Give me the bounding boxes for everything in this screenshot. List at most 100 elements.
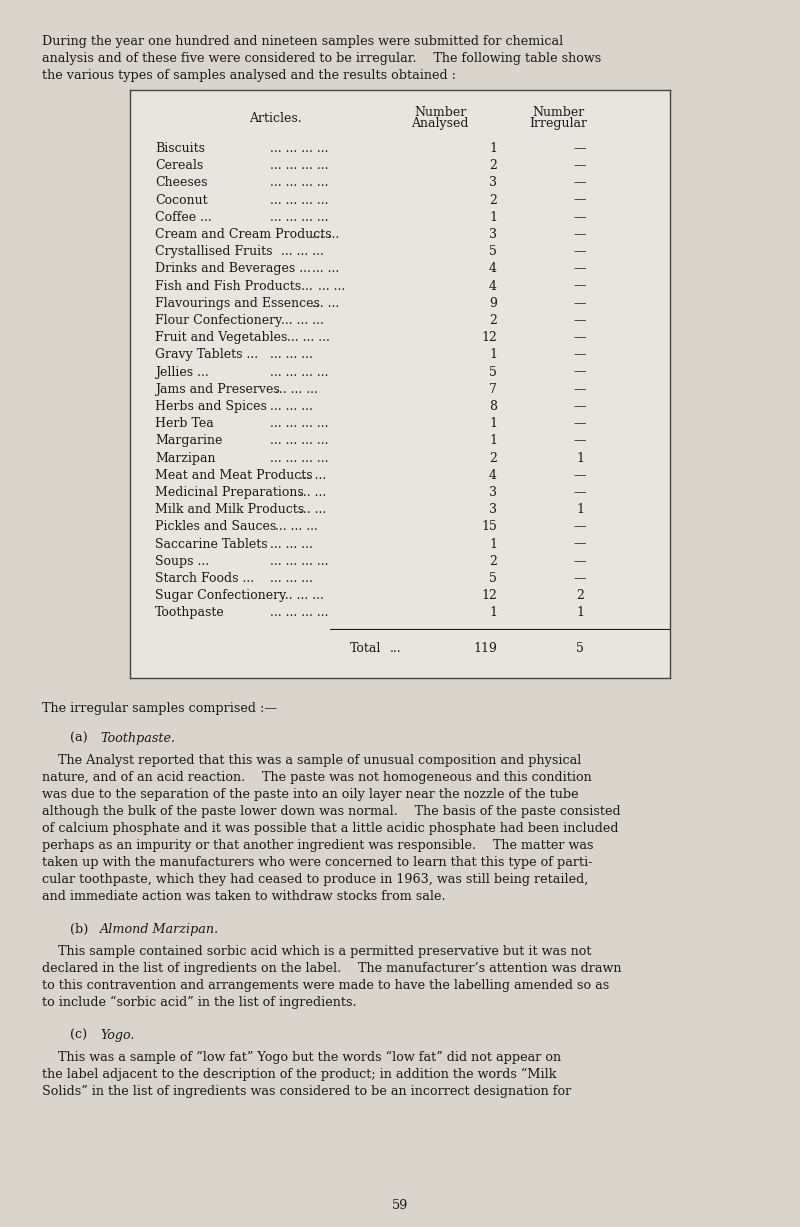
- Text: the label adjacent to the description of the product; in addition the words “Mil: the label adjacent to the description of…: [42, 1067, 557, 1081]
- Text: 3: 3: [489, 503, 497, 517]
- Text: the various types of samples analysed and the results obtained :: the various types of samples analysed an…: [42, 69, 456, 82]
- Text: Cream and Cream Products: Cream and Cream Products: [155, 228, 332, 240]
- Text: —: —: [574, 211, 586, 223]
- Text: —: —: [574, 400, 586, 413]
- Text: This sample contained sorbic acid which is a permitted preservative but it was n: This sample contained sorbic acid which …: [42, 945, 591, 957]
- Text: —: —: [574, 194, 586, 206]
- Text: —: —: [574, 537, 586, 551]
- Text: The Analyst reported that this was a sample of unusual composition and physical: The Analyst reported that this was a sam…: [42, 753, 582, 767]
- Text: Marzipan: Marzipan: [155, 452, 215, 465]
- Text: ... ... ... ...: ... ... ... ...: [270, 452, 329, 465]
- Text: Articles.: Articles.: [249, 112, 302, 125]
- Text: Herb Tea: Herb Tea: [155, 417, 214, 431]
- Text: 1: 1: [489, 417, 497, 431]
- Text: Jams and Preserves: Jams and Preserves: [155, 383, 280, 396]
- Text: ... ... ... ...: ... ... ... ...: [270, 177, 329, 189]
- Text: Flavourings and Essences: Flavourings and Essences: [155, 297, 320, 309]
- Text: 5: 5: [489, 572, 497, 585]
- Text: During the year one hundred and nineteen samples were submitted for chemical: During the year one hundred and nineteen…: [42, 36, 563, 48]
- Text: ... ... ... ...: ... ... ... ...: [270, 160, 329, 172]
- Text: 1: 1: [489, 142, 497, 155]
- Text: 3: 3: [489, 228, 497, 240]
- Text: Total: Total: [350, 642, 382, 654]
- Text: 12: 12: [481, 589, 497, 602]
- Text: Starch Foods ...: Starch Foods ...: [155, 572, 254, 585]
- Text: ... ... ... ...: ... ... ... ...: [270, 417, 329, 431]
- Text: ... ... ...: ... ... ...: [281, 589, 324, 602]
- Text: perhaps as an impurity or that another ingredient was responsible.  The matter w: perhaps as an impurity or that another i…: [42, 838, 594, 852]
- Text: ... ...: ... ...: [312, 263, 339, 275]
- Text: 59: 59: [392, 1199, 408, 1212]
- Text: 2: 2: [489, 452, 497, 465]
- Text: Cheeses: Cheeses: [155, 177, 207, 189]
- Text: ... ...: ... ...: [299, 503, 326, 517]
- Text: ... ...: ... ...: [312, 297, 339, 309]
- Text: 1: 1: [489, 537, 497, 551]
- Text: —: —: [574, 331, 586, 345]
- Text: ... ... ... ...: ... ... ... ...: [270, 606, 329, 620]
- Text: Solids” in the list of ingredients was considered to be an incorrect designation: Solids” in the list of ingredients was c…: [42, 1085, 571, 1098]
- Text: 1: 1: [489, 211, 497, 223]
- Text: Medicinal Preparations: Medicinal Preparations: [155, 486, 304, 499]
- Text: Number: Number: [414, 106, 466, 119]
- Text: 5: 5: [576, 642, 584, 654]
- Text: ... ... ...: ... ... ...: [270, 348, 313, 362]
- Text: 7: 7: [489, 383, 497, 396]
- Text: —: —: [574, 142, 586, 155]
- Text: Almond Marzipan.: Almond Marzipan.: [100, 923, 219, 936]
- Text: ... ... ... ...: ... ... ... ...: [270, 366, 329, 379]
- Text: 1: 1: [489, 348, 497, 362]
- Text: 2: 2: [576, 589, 584, 602]
- Text: —: —: [574, 520, 586, 534]
- Text: taken up with the manufacturers who were concerned to learn that this type of pa: taken up with the manufacturers who were…: [42, 855, 593, 869]
- Text: 15: 15: [481, 520, 497, 534]
- Text: Pickles and Sauces: Pickles and Sauces: [155, 520, 276, 534]
- Text: 119: 119: [473, 642, 497, 654]
- Text: 3: 3: [489, 486, 497, 499]
- Text: Milk and Milk Products: Milk and Milk Products: [155, 503, 304, 517]
- Text: Gravy Tablets ...: Gravy Tablets ...: [155, 348, 258, 362]
- Text: although the bulk of the paste lower down was normal.  The basis of the paste co: although the bulk of the paste lower dow…: [42, 805, 621, 817]
- Text: 2: 2: [489, 160, 497, 172]
- Text: (c): (c): [70, 1028, 87, 1042]
- Text: Saccarine Tablets: Saccarine Tablets: [155, 537, 268, 551]
- Text: Drinks and Beverages ...: Drinks and Beverages ...: [155, 263, 311, 275]
- Text: —: —: [574, 263, 586, 275]
- Text: 2: 2: [489, 194, 497, 206]
- Text: —: —: [574, 280, 586, 292]
- Text: Meat and Meat Products: Meat and Meat Products: [155, 469, 313, 482]
- Text: —: —: [574, 572, 586, 585]
- Text: Crystallised Fruits: Crystallised Fruits: [155, 245, 273, 258]
- Text: —: —: [574, 314, 586, 328]
- Text: The irregular samples comprised :—: The irregular samples comprised :—: [42, 702, 277, 714]
- Text: ... ... ...: ... ... ...: [274, 520, 318, 534]
- Text: ... ... ... ...: ... ... ... ...: [270, 142, 329, 155]
- Text: Cereals: Cereals: [155, 160, 203, 172]
- Text: Herbs and Spices: Herbs and Spices: [155, 400, 267, 413]
- Text: cular toothpaste, which they had ceased to produce in 1963, was still being reta: cular toothpaste, which they had ceased …: [42, 872, 588, 886]
- Text: ... ...: ... ...: [312, 228, 339, 240]
- Text: ...: ...: [390, 642, 402, 654]
- Text: Sugar Confectionery: Sugar Confectionery: [155, 589, 286, 602]
- Text: Flour Confectionery: Flour Confectionery: [155, 314, 282, 328]
- Text: ... ... ...: ... ... ...: [270, 572, 313, 585]
- Text: —: —: [574, 486, 586, 499]
- Text: —: —: [574, 366, 586, 379]
- Text: Jellies ...: Jellies ...: [155, 366, 209, 379]
- Text: This was a sample of “low fat” Yogo but the words “low fat” did not appear on: This was a sample of “low fat” Yogo but …: [42, 1050, 561, 1064]
- Text: —: —: [574, 469, 586, 482]
- Text: ... ... ...: ... ... ...: [281, 245, 324, 258]
- Text: Toothpaste.: Toothpaste.: [100, 731, 175, 745]
- Text: Irregular: Irregular: [529, 117, 587, 130]
- Text: (a): (a): [70, 731, 88, 745]
- Text: —: —: [574, 383, 586, 396]
- Text: 4: 4: [489, 263, 497, 275]
- Text: 1: 1: [489, 606, 497, 620]
- Text: to this contravention and arrangements were made to have the labelling amended s: to this contravention and arrangements w…: [42, 979, 610, 991]
- Text: was due to the separation of the paste into an oily layer near the nozzle of the: was due to the separation of the paste i…: [42, 788, 578, 800]
- Text: —: —: [574, 160, 586, 172]
- Text: 8: 8: [489, 400, 497, 413]
- Text: 4: 4: [489, 280, 497, 292]
- Text: 9: 9: [489, 297, 497, 309]
- Text: nature, and of an acid reaction.  The paste was not homogeneous and this conditi: nature, and of an acid reaction. The pas…: [42, 771, 592, 784]
